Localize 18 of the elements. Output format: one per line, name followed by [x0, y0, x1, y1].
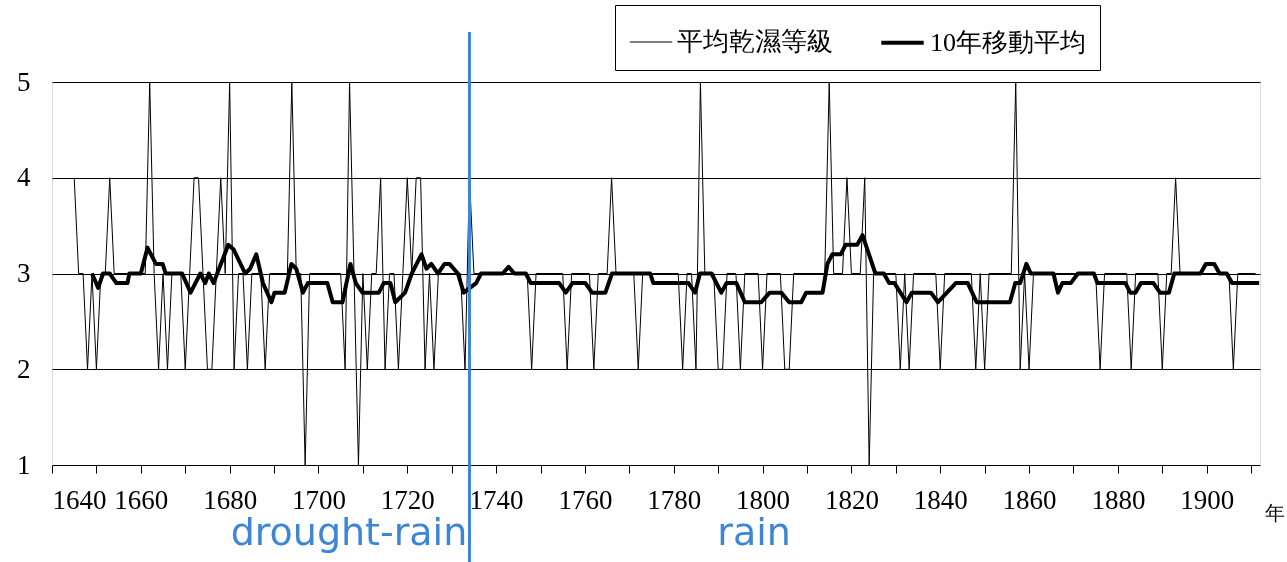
x-tick-label: 1820	[824, 484, 879, 515]
x-tick-label: 1780	[647, 484, 702, 515]
x-tick-label: 1860	[1002, 484, 1057, 515]
legend-label: 10年移動平均	[930, 27, 1086, 57]
y-tick-label: 5	[17, 66, 31, 97]
x-tick-label: 1840	[913, 484, 968, 515]
legend-label: 平均乾濕等級	[677, 27, 833, 56]
x-tick-label: 1660	[114, 484, 169, 515]
y-tick-label: 4	[17, 162, 31, 193]
y-tick-label: 3	[17, 258, 31, 288]
x-tick-label: 1640	[52, 484, 107, 515]
y-tick-label: 2	[17, 353, 31, 384]
y-tick-label: 1	[17, 449, 31, 480]
x-tick-label: 1760	[558, 484, 613, 515]
x-tick-label: 1900	[1180, 484, 1235, 515]
x-axis-title: 年	[1264, 501, 1285, 524]
x-tick-label: 1740	[469, 484, 524, 515]
x-tick-label: 1880	[1091, 484, 1146, 515]
